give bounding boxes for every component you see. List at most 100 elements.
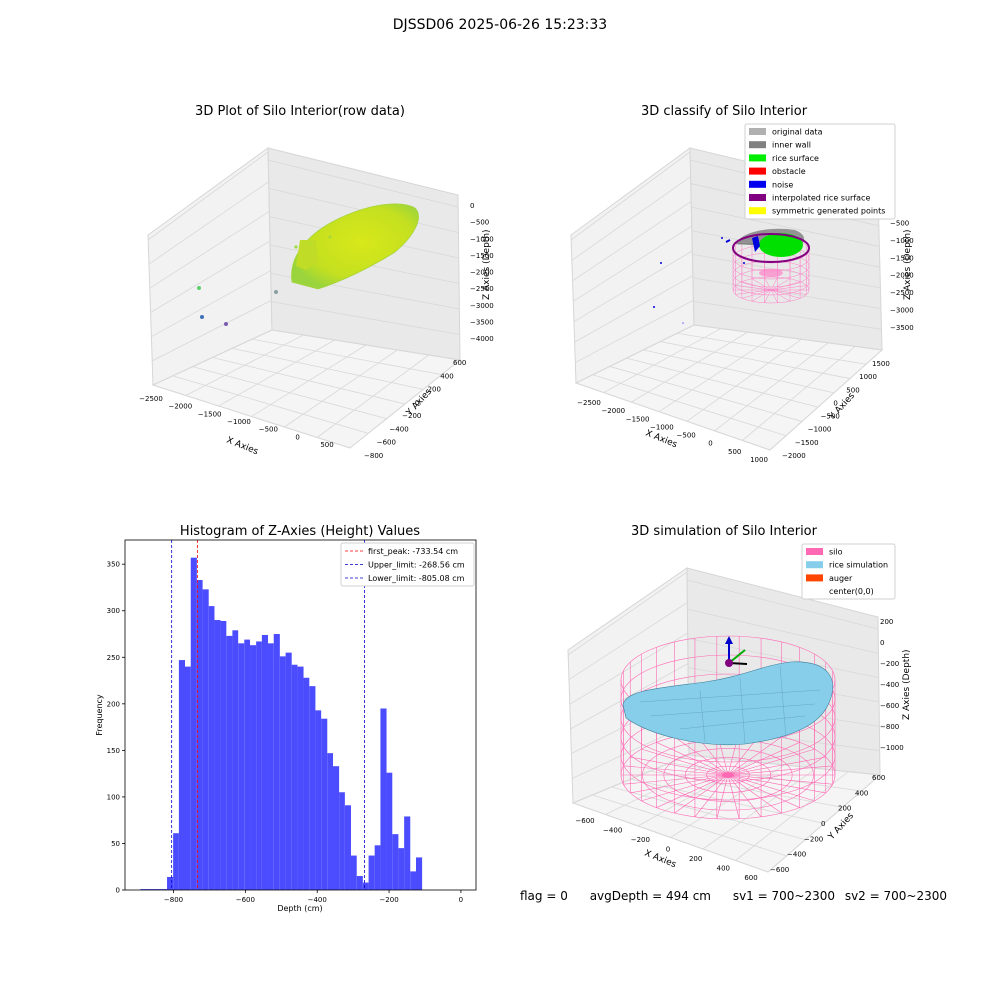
plot1-z-tick: −4000 (470, 335, 494, 343)
plot1-x-tick: −500 (259, 426, 278, 434)
histogram-bar (173, 833, 179, 890)
histogram-bar (261, 634, 268, 890)
plot2-legend-label: interpolated rice surface (772, 194, 870, 203)
plot2-rice-surface (759, 233, 803, 257)
plot1-outlier-point (274, 290, 278, 294)
plot2-x-tick: −2500 (577, 399, 601, 407)
plot4-legend-swatch (806, 574, 823, 582)
histogram-bar (309, 686, 316, 890)
histogram-bar (273, 634, 280, 890)
plot4-y-tick: 200 (838, 805, 851, 813)
histogram-bar (303, 677, 310, 890)
plot4-x-tick: 600 (744, 874, 757, 882)
plot2-legend-label: inner wall (772, 141, 811, 150)
plot2-legend-label: obstacle (772, 167, 806, 176)
histogram-legend-box (340, 542, 475, 587)
histogram-bar (196, 580, 203, 890)
plot2-zlabel: Z Axies (Depth) (903, 229, 913, 300)
plot2-y-tick: 1500 (872, 360, 890, 368)
plot1-x-tick: −1500 (198, 410, 222, 418)
histogram-bar (327, 753, 334, 890)
histogram-y-tick: 350 (107, 561, 120, 569)
plot2-legend-label: rice surface (772, 154, 819, 163)
plot4-xlabel: X Axies (643, 849, 678, 871)
plot2-z-tick: −3500 (890, 324, 914, 332)
histogram-x-tick: −600 (236, 896, 255, 904)
histogram-bar (398, 848, 405, 890)
plot1-y-tick: −800 (364, 452, 383, 460)
histogram-y-tick: 300 (107, 607, 120, 615)
histogram-bar (344, 805, 351, 890)
histogram-bar (404, 816, 411, 890)
plot2-y-tick: −500 (821, 413, 840, 421)
histogram-bar (178, 660, 185, 890)
avg-depth-value: avgDepth = 494 cm (589, 889, 711, 903)
histogram-y-tick: 200 (107, 700, 120, 708)
plot4-zlabel: Z Axies (Depth) (902, 649, 912, 720)
plot4-z-tick: −200 (880, 660, 899, 668)
plot2-legend-swatch (749, 207, 766, 215)
plot1-z-tick: −3000 (470, 302, 494, 310)
histogram-bar (392, 834, 399, 890)
plot2-legend-swatch (749, 141, 766, 149)
plot2-legend-swatch (749, 194, 766, 201)
histogram-legend: first_peak: -733.54 cm Upper_limit: -268.… (340, 542, 475, 587)
plot4-legend-label: center(0,0) (829, 587, 874, 596)
plot4-legend-swatch (806, 561, 823, 569)
plot4-x-tick: 200 (689, 855, 702, 863)
histogram-bar (214, 620, 221, 890)
plot2-x-tick: −1000 (650, 423, 674, 431)
plot2-legend-label: symmetric generated points (772, 207, 885, 216)
plot2-title: 3D classify of Silo Interior (640, 104, 808, 119)
plot4-z-tick: −800 (880, 723, 899, 731)
histogram-legend-label: Upper_limit: -268.56 cm (368, 561, 465, 570)
histogram-xlabel: Depth (cm) (277, 904, 322, 913)
histogram-ylabel: Frequency (95, 694, 104, 736)
plot2-z-tick: −1000 (890, 237, 914, 245)
histogram-bar (267, 643, 274, 890)
plot1-y-tick: 400 (440, 372, 453, 380)
histogram-bar (362, 882, 369, 890)
histogram-axes: −800 −600 −400 −200 0 0 50 100 150 200 250 300 350 D… (95, 539, 477, 913)
plot1-xlabel: X Axies (225, 436, 260, 458)
sv2-value: sv2 = 700~2300 (844, 889, 947, 903)
histogram-bar (140, 889, 168, 890)
plot2-z-tick: −3000 (890, 307, 914, 315)
histogram-bar (374, 845, 381, 890)
plot2-x-tick: 500 (728, 448, 741, 456)
plot4-y-tick: 400 (855, 789, 868, 797)
plot4-z-tick: 200 (880, 618, 893, 626)
histogram-bar (333, 766, 340, 890)
plot1-y-tick: 600 (453, 359, 466, 367)
plot1-zlabel: Z Axies (Depth) (482, 229, 492, 300)
plot2-legend: original data inner wall rice surface obsta… (744, 123, 896, 220)
plot4-x-tick: −200 (631, 836, 650, 844)
histogram-bar (321, 718, 328, 890)
plot2-legend-label: original data (772, 128, 823, 137)
plot1-z-tick: −3500 (470, 318, 494, 326)
plot4-z-tick: −1000 (880, 744, 904, 752)
plot1-x-tick: 500 (320, 441, 333, 449)
histogram-y-tick: 0 (116, 887, 120, 895)
histogram-y-tick: 250 (107, 654, 120, 662)
histogram-legend-label: first_peak: -733.54 cm (368, 547, 458, 556)
plot1-outlier-point (200, 315, 204, 319)
plot4-rice-simulation (622, 661, 833, 745)
histogram-bar (184, 666, 191, 890)
plot2-x-tick: −500 (677, 432, 696, 440)
plot4-y-tick: −200 (804, 835, 823, 843)
plot4-z-tick: −400 (880, 681, 899, 689)
plot2-boundary (653, 233, 810, 324)
histogram-title: Histogram of Z-Axies (Height) Values (179, 524, 421, 539)
figure-title: DJSSD06 2025-06-26 15:23:33 (392, 17, 608, 33)
histogram-bar (226, 635, 233, 890)
plot1-title: 3D Plot of Silo Interior(row data) (195, 104, 405, 119)
histogram-bar (256, 641, 262, 890)
plot4-y-tick: 600 (872, 774, 885, 782)
plot4-z-tick: −600 (880, 702, 899, 710)
sv1-value: sv1 = 700~2300 (732, 889, 835, 903)
plot2-z-tick: −500 (890, 219, 909, 227)
histogram-bar (368, 855, 375, 890)
histogram-bar (220, 620, 227, 890)
plot4-z-tick: 0 (880, 639, 884, 647)
